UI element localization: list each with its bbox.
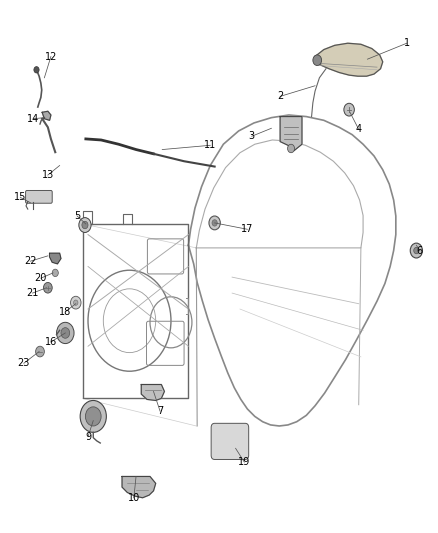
- Polygon shape: [314, 43, 383, 76]
- Circle shape: [43, 282, 52, 293]
- Circle shape: [52, 269, 58, 277]
- Text: 14: 14: [27, 114, 39, 124]
- Text: 16: 16: [45, 337, 57, 347]
- Circle shape: [82, 221, 88, 229]
- Circle shape: [35, 346, 44, 357]
- Text: 23: 23: [18, 358, 30, 368]
- Text: 13: 13: [42, 170, 54, 180]
- Text: 12: 12: [45, 52, 57, 61]
- Text: 9: 9: [85, 432, 91, 442]
- Text: 11: 11: [204, 140, 216, 150]
- Text: 5: 5: [74, 211, 80, 221]
- Polygon shape: [141, 384, 164, 400]
- FancyBboxPatch shape: [211, 423, 249, 459]
- Circle shape: [71, 296, 81, 309]
- Text: 18: 18: [59, 306, 71, 317]
- Text: 15: 15: [14, 192, 27, 203]
- Text: 6: 6: [417, 246, 423, 255]
- Polygon shape: [42, 111, 51, 120]
- Circle shape: [85, 407, 101, 426]
- Circle shape: [212, 220, 217, 226]
- Text: 1: 1: [404, 38, 410, 48]
- Circle shape: [313, 55, 321, 66]
- FancyBboxPatch shape: [25, 190, 52, 203]
- Text: 20: 20: [35, 273, 47, 283]
- Circle shape: [34, 67, 39, 73]
- Polygon shape: [122, 477, 155, 498]
- Text: 2: 2: [277, 91, 283, 101]
- Circle shape: [57, 322, 74, 344]
- Circle shape: [410, 243, 423, 258]
- Circle shape: [209, 216, 220, 230]
- Circle shape: [61, 328, 70, 338]
- Circle shape: [74, 300, 78, 305]
- Text: 17: 17: [241, 224, 254, 235]
- Polygon shape: [280, 117, 302, 151]
- Circle shape: [80, 400, 106, 432]
- Circle shape: [344, 103, 354, 116]
- Circle shape: [79, 217, 91, 232]
- Text: 22: 22: [24, 256, 37, 266]
- Text: 4: 4: [356, 124, 362, 134]
- Text: 10: 10: [128, 492, 140, 503]
- Polygon shape: [49, 253, 61, 264]
- Circle shape: [414, 247, 419, 254]
- Text: 3: 3: [249, 131, 255, 141]
- Text: 19: 19: [238, 457, 251, 467]
- Text: 7: 7: [157, 406, 163, 416]
- Text: 21: 21: [26, 288, 39, 298]
- Circle shape: [288, 144, 294, 153]
